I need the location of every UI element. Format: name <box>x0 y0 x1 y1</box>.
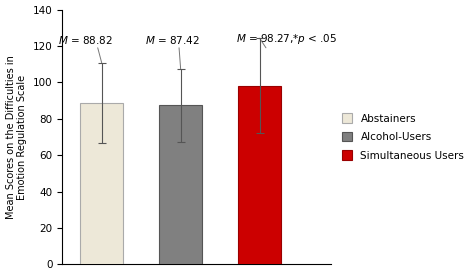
Bar <box>238 86 282 264</box>
Legend: Abstainers, Alcohol-Users, Simultaneous Users: Abstainers, Alcohol-Users, Simultaneous … <box>338 110 467 164</box>
Text: $\it{M}$ = 88.82: $\it{M}$ = 88.82 <box>58 34 113 46</box>
Bar <box>80 103 123 264</box>
Text: $\it{M}$ = 87.42: $\it{M}$ = 87.42 <box>145 34 200 46</box>
Text: $\it{M}$ = 98.27,*$\bf{\it{p}}$ < .05: $\it{M}$ = 98.27,*$\bf{\it{p}}$ < .05 <box>236 32 337 46</box>
Bar <box>159 105 202 264</box>
Y-axis label: Mean Scores on the Difficulties in
Emotion Regulation Scale: Mean Scores on the Difficulties in Emoti… <box>6 55 27 219</box>
